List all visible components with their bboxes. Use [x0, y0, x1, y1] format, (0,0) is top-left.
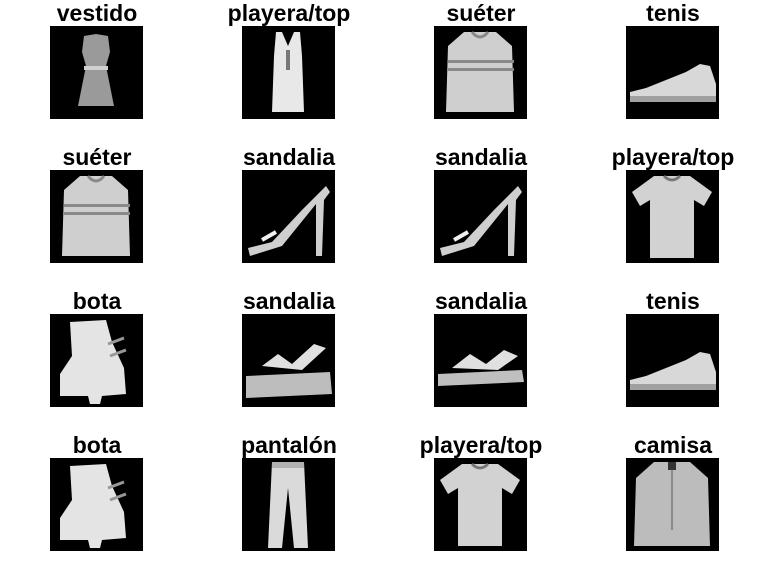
sweater-icon: [50, 170, 143, 263]
sneaker-icon: [626, 314, 719, 407]
grid-cell: bota: [2, 288, 192, 432]
dress-icon: [50, 26, 143, 119]
ankle-boot-icon: [50, 458, 143, 551]
high-heel-sandal-icon: [434, 170, 527, 263]
grid-cell: playera/top: [578, 144, 768, 288]
grid-cell: tenis: [578, 288, 768, 432]
tshirt-icon: [626, 170, 719, 263]
grid-cell: sandalia: [194, 288, 384, 432]
cell-label: camisa: [633, 432, 712, 458]
tshirt-icon: [434, 458, 527, 551]
tank-top-icon: [242, 26, 335, 119]
grid-cell: camisa: [578, 432, 768, 576]
grid-cell: suéter: [2, 144, 192, 288]
cell-label: tenis: [646, 0, 700, 26]
grid-cell: sandalia: [194, 144, 384, 288]
grid-cell: tenis: [578, 0, 768, 144]
grid-cell: sandalia: [386, 288, 576, 432]
sweater-icon: [434, 26, 527, 119]
grid-cell: bota: [2, 432, 192, 576]
cell-label: sandalia: [242, 144, 336, 170]
shirt-icon: [626, 458, 719, 551]
grid-cell: playera/top: [386, 432, 576, 576]
sneaker-icon: [626, 26, 719, 119]
cell-label: bota: [72, 288, 122, 314]
cell-label: vestido: [56, 0, 138, 26]
cell-label: bota: [72, 432, 122, 458]
cell-label: sandalia: [434, 288, 528, 314]
flat-sandal-icon: [434, 314, 527, 407]
cell-label: pantalón: [241, 432, 337, 458]
high-heel-sandal-icon: [242, 170, 335, 263]
cell-label: playera/top: [611, 144, 735, 170]
grid-cell: suéter: [386, 0, 576, 144]
grid-cell: vestido: [2, 0, 192, 144]
trousers-icon: [242, 458, 335, 551]
ankle-boot-icon: [50, 314, 143, 407]
cell-label: playera/top: [419, 432, 543, 458]
cell-label: sandalia: [434, 144, 528, 170]
grid-cell: playera/top: [194, 0, 384, 144]
cell-label: playera/top: [227, 0, 351, 26]
cell-label: tenis: [646, 288, 700, 314]
grid-cell: sandalia: [386, 144, 576, 288]
grid-cell: pantalón: [194, 432, 384, 576]
cell-label: suéter: [446, 0, 516, 26]
cell-label: sandalia: [242, 288, 336, 314]
cell-label: suéter: [62, 144, 132, 170]
platform-sandal-icon: [242, 314, 335, 407]
